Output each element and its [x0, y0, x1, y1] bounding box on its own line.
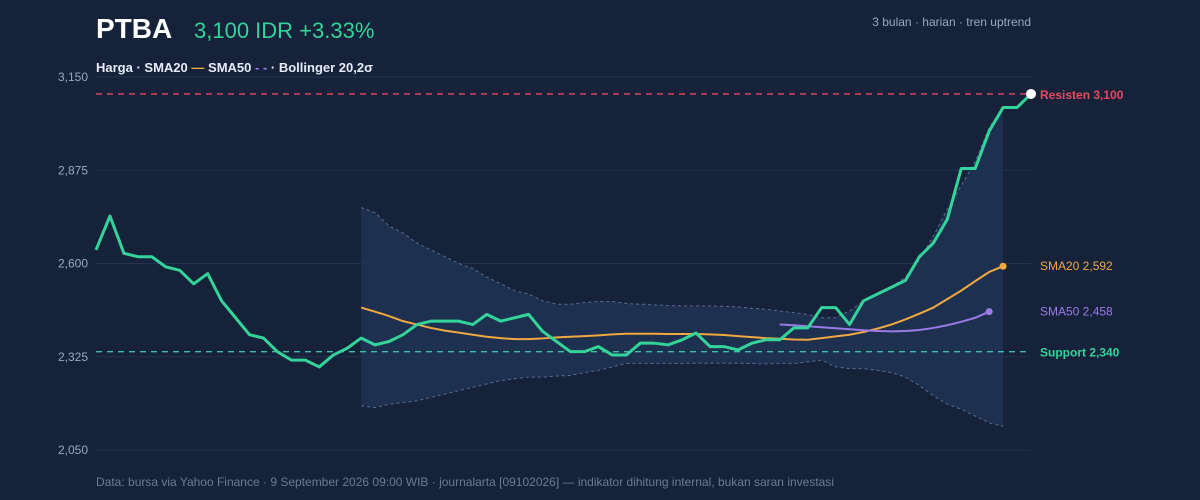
support-label: Support 2,340 — [1040, 346, 1120, 360]
svg-text:Harga · SMA20 — SMA50 - - · Bo: Harga · SMA20 — SMA50 - - · Bollinger 20… — [96, 60, 373, 75]
y-tick-label: 2,600 — [58, 257, 88, 271]
y-tick-label: 2,875 — [58, 163, 88, 177]
grid — [96, 76, 1031, 451]
sma20-line — [360, 265, 1004, 341]
bollinger-lower — [361, 359, 1004, 427]
y-axis: 2,050 2,325 2,600 2,875 3,150 — [58, 70, 88, 457]
y-tick-label: 2,050 — [58, 443, 88, 457]
price-change: 3,100 IDR +3.33% — [194, 18, 374, 43]
end-labels: Resisten 3,100 Support 2,340 SMA20 2,592 SM… — [1040, 88, 1124, 360]
sma20-end-dot — [999, 262, 1007, 270]
y-tick-label: 2,325 — [58, 350, 88, 364]
y-tick-label: 3,150 — [58, 70, 88, 84]
chart-meta: 3 bulan · harian · tren uptrend — [872, 15, 1031, 29]
legend-bollinger: Bollinger 20,2σ — [279, 60, 373, 75]
resistance-label: Resisten 3,100 — [1040, 88, 1124, 102]
price-end-dot — [1026, 88, 1036, 99]
sma50-end-dot — [985, 308, 993, 316]
sma20-label: SMA20 2,592 — [1040, 259, 1113, 273]
legend: Harga · SMA20 — SMA50 - - · Bollinger 20… — [96, 60, 373, 75]
legend-price: Harga — [96, 60, 134, 75]
ticker-symbol: PTBA — [96, 13, 172, 44]
price-line — [94, 92, 1033, 369]
sma50-label: SMA50 2,458 — [1040, 305, 1113, 319]
plot-area — [94, 88, 1036, 427]
sma50-line — [779, 310, 990, 333]
legend-sma20: SMA20 — [144, 60, 187, 75]
bollinger-band — [361, 107, 1004, 427]
legend-sma50: SMA50 — [208, 60, 251, 75]
footer-note: Data: bursa via Yahoo Finance · 9 Septem… — [96, 475, 834, 489]
